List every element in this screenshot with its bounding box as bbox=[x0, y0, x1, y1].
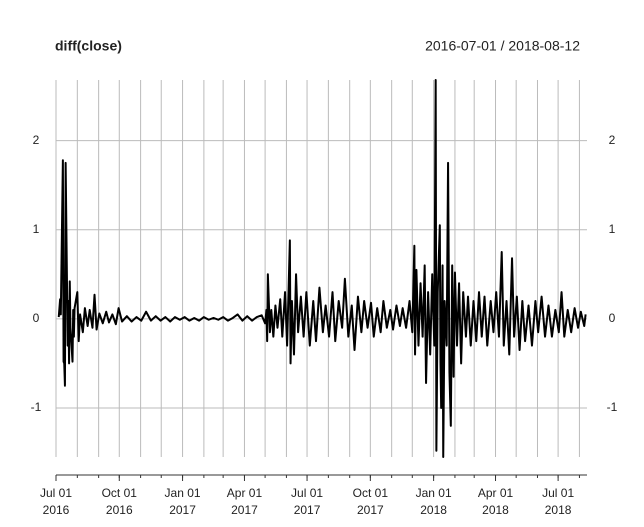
x-tick-label: Apr 01 bbox=[227, 486, 263, 500]
y-tick-label: 2 bbox=[33, 133, 40, 147]
y-tick-label: 0 bbox=[609, 311, 616, 325]
x-tick-label: 2017 bbox=[169, 503, 196, 517]
x-tick-label: Apr 01 bbox=[478, 486, 514, 500]
chart-subtitle: 2016-07-01 / 2018-08-12 bbox=[425, 38, 580, 54]
x-tick-label: Jul 01 bbox=[291, 486, 323, 500]
x-tick-label: 2016 bbox=[106, 503, 133, 517]
y-tick-label: 1 bbox=[609, 222, 616, 236]
x-tick-label: 2017 bbox=[231, 503, 258, 517]
x-tick-label: 2018 bbox=[482, 503, 509, 517]
y-tick-label: -1 bbox=[31, 400, 42, 414]
x-tick-label: Jul 01 bbox=[40, 486, 72, 500]
y-tick-label: -1 bbox=[607, 400, 618, 414]
data-line bbox=[57, 79, 587, 458]
chart-title: diff(close) bbox=[55, 38, 122, 54]
x-tick-label: Oct 01 bbox=[102, 486, 138, 500]
x-tick-label: Jan 01 bbox=[165, 486, 201, 500]
x-tick-label: Oct 01 bbox=[353, 486, 389, 500]
y-tick-label: 2 bbox=[609, 133, 616, 147]
x-tick-label: 2017 bbox=[294, 503, 321, 517]
x-tick-label: 2016 bbox=[43, 503, 70, 517]
x-tick-label: 2018 bbox=[420, 503, 447, 517]
y-tick-label: 0 bbox=[33, 311, 40, 325]
y-tick-label: 1 bbox=[33, 222, 40, 236]
x-tick-label: Jan 01 bbox=[416, 486, 452, 500]
x-tick-label: Jul 01 bbox=[542, 486, 574, 500]
x-tick-label: 2018 bbox=[545, 503, 572, 517]
x-tick-label: 2017 bbox=[357, 503, 384, 517]
